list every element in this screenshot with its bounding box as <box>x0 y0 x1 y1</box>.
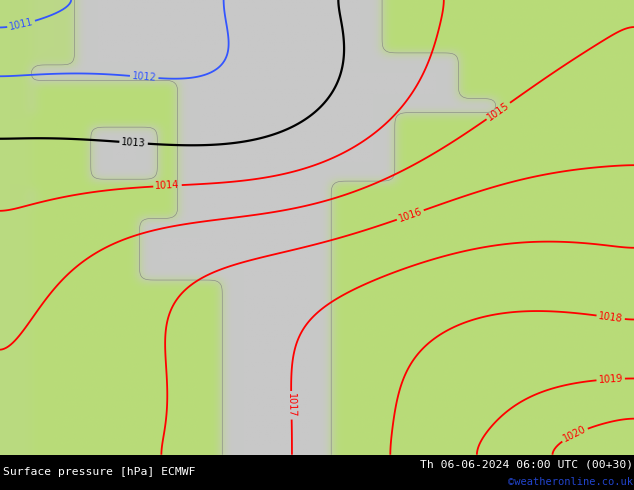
Text: 1013: 1013 <box>121 137 146 148</box>
Text: 1012: 1012 <box>131 71 157 83</box>
Text: ©weatheronline.co.uk: ©weatheronline.co.uk <box>508 477 633 487</box>
Text: Surface pressure [hPa] ECMWF: Surface pressure [hPa] ECMWF <box>3 466 196 477</box>
Text: Th 06-06-2024 06:00 UTC (00+30): Th 06-06-2024 06:00 UTC (00+30) <box>420 460 633 469</box>
Text: 1020: 1020 <box>561 424 588 444</box>
Text: 1019: 1019 <box>598 373 623 385</box>
Text: 1011: 1011 <box>8 17 34 32</box>
Text: 1016: 1016 <box>397 206 424 224</box>
Text: 1018: 1018 <box>598 311 623 324</box>
Text: 1014: 1014 <box>155 180 180 192</box>
Text: 1017: 1017 <box>286 393 297 417</box>
Text: 1015: 1015 <box>486 100 511 122</box>
